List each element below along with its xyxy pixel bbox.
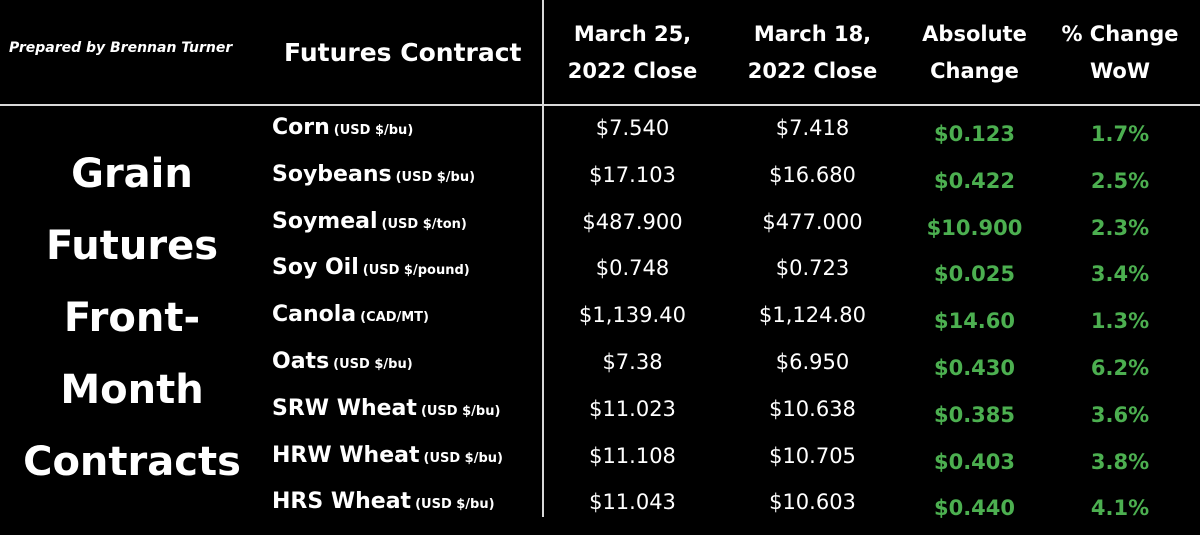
contract-name: HRW Wheat (USD $/bu) (272, 436, 503, 483)
march-25-close-value: $7.38 (602, 350, 663, 374)
contract-name: Soybeans (USD $/bu) (272, 155, 475, 202)
march-18-close-value: $10.603 (769, 490, 856, 515)
side-label-line: Contracts (23, 439, 241, 485)
header-pct-change-line1: % Change (1061, 22, 1179, 46)
absolute-change-value: $0.422 (933, 168, 1016, 193)
contract-name-text: Corn (272, 115, 330, 140)
contract-name-text: Canola (272, 302, 357, 328)
absolute-change-value: $0.430 (933, 356, 1016, 380)
contract-name-text: Soymeal (272, 208, 378, 234)
pct-change-value: 3.4% (1090, 262, 1150, 287)
absolute-change-value: $0.123 (933, 122, 1016, 146)
table-row: HRS Wheat (USD $/bu) $11.043 $10.603 $0.440 4… (0, 482, 1200, 529)
side-label-line: Month (60, 367, 204, 413)
contract-name-text: SRW Wheat (272, 395, 417, 421)
absolute-change-value: $14.60 (933, 309, 1016, 334)
contract-unit: (USD $/bu) (333, 357, 413, 372)
contract-name: Soy Oil (USD $/pound) (272, 248, 470, 295)
march-18-close-value: $0.723 (775, 256, 850, 281)
contract-unit: (USD $/bu) (415, 497, 495, 513)
absolute-change-value: $10.900 (926, 215, 1023, 240)
side-label-line: Futures (45, 223, 219, 269)
table-row: Oats (USD $/bu) $7.38 $6.950 $0.430 6.2% (0, 342, 1200, 389)
table-row: SRW Wheat (USD $/bu) $11.023 $10.638 $0.385 3… (0, 389, 1200, 436)
pct-change-value: 3.6% (1090, 402, 1150, 427)
side-label-line: Grain (71, 151, 193, 197)
header-march-25-close: March 25, 2022 Close (545, 16, 720, 90)
header-march-25-close-line2: 2022 Close (567, 59, 698, 83)
contract-name: HRS Wheat (USD $/bu) (272, 482, 495, 529)
contract-name-text: Soy Oil (272, 255, 359, 281)
header-march-18-close-line2: 2022 Close (747, 59, 878, 83)
absolute-change-value: $0.385 (933, 402, 1016, 427)
table-row: HRW Wheat (USD $/bu) $11.108 $10.705 $0.403 3… (0, 436, 1200, 483)
header-march-18-close-line1: March 18, (753, 22, 872, 46)
march-25-close-value: $1,139.40 (579, 303, 686, 328)
pct-change-value: 1.3% (1090, 309, 1150, 334)
side-label-line: Front- (63, 295, 201, 341)
table-row: Soybeans (USD $/bu) $17.103 $16.680 $0.422 2.… (0, 155, 1200, 202)
header-pct-change: % Change WoW (1060, 16, 1180, 90)
march-18-close-value: $10.638 (769, 396, 856, 421)
absolute-change-value: $0.025 (933, 262, 1016, 287)
author-credit: Prepared by Brennan Turner (9, 40, 233, 56)
contract-name: Soymeal (USD $/ton) (272, 202, 467, 249)
contract-name: Corn (USD $/bu) (272, 108, 413, 155)
absolute-change-value: $0.403 (933, 449, 1016, 474)
table-row: Corn (USD $/bu) $7.540 $7.418 $0.123 1.7% (0, 108, 1200, 155)
contract-unit: (USD $/ton) (381, 216, 467, 232)
header-divider (0, 104, 1200, 106)
contract-name-text: Oats (272, 349, 330, 374)
contract-unit: (USD $/pound) (362, 263, 470, 279)
contract-name: Canola (CAD/MT) (272, 295, 429, 342)
contract-unit: (CAD/MT) (360, 310, 429, 326)
contract-name: SRW Wheat (USD $/bu) (272, 389, 500, 436)
header-absolute-change: Absolute Change (882, 16, 1067, 90)
march-18-close-value: $10.705 (769, 443, 856, 468)
header-pct-change-line2: WoW (1089, 59, 1150, 83)
pct-change-value: 1.7% (1090, 122, 1150, 146)
march-25-close-value: $0.748 (595, 256, 670, 281)
table-row: Canola (CAD/MT) $1,139.40 $1,124.80 $14.60 1.… (0, 295, 1200, 342)
march-25-close-value: $11.023 (589, 396, 676, 421)
pct-change-value: 2.3% (1090, 215, 1150, 240)
contract-name-text: Soybeans (272, 161, 392, 187)
march-18-close-value: $7.418 (775, 116, 850, 140)
march-18-close-value: $477.000 (762, 209, 863, 234)
header-march-25-close-line1: March 25, (573, 22, 692, 46)
column-divider (542, 0, 544, 517)
contract-name-text: HRS Wheat (272, 489, 412, 515)
absolute-change-value: $0.440 (933, 496, 1016, 521)
table-row: Soy Oil (USD $/pound) $0.748 $0.723 $0.025 3.… (0, 248, 1200, 295)
contract-name-text: HRW Wheat (272, 442, 420, 468)
march-18-close-value: $6.950 (775, 350, 850, 374)
march-25-close-value: $11.043 (589, 490, 676, 515)
futures-table: Prepared by Brennan Turner Futures Contr… (0, 0, 1200, 520)
pct-change-value: 4.1% (1090, 496, 1150, 521)
march-18-close-value: $16.680 (769, 162, 856, 187)
contract-unit: (USD $/bu) (333, 123, 414, 138)
march-25-close-value: $11.108 (589, 443, 676, 468)
march-18-close-value: $1,124.80 (759, 303, 866, 328)
pct-change-value: 6.2% (1090, 356, 1150, 380)
contract-unit: (USD $/bu) (395, 169, 476, 185)
march-25-close-value: $487.900 (582, 209, 683, 234)
march-25-close-value: $7.540 (595, 116, 670, 140)
contract-unit: (USD $/bu) (420, 403, 501, 419)
header-march-18-close: March 18, 2022 Close (725, 16, 900, 90)
pct-change-value: 2.5% (1090, 168, 1150, 193)
header-futures-contract: Futures Contract (284, 38, 522, 67)
table-row: Soymeal (USD $/ton) $487.900 $477.000 $10.90… (0, 202, 1200, 249)
march-25-close-value: $17.103 (589, 162, 676, 187)
header-absolute-change-line2: Change (930, 59, 1019, 83)
pct-change-value: 3.8% (1090, 449, 1150, 474)
contract-unit: (USD $/bu) (423, 450, 503, 466)
side-label: Grain Futures Front- Month Contracts (0, 138, 264, 498)
header-absolute-change-line1: Absolute (922, 22, 1027, 46)
contract-name: Oats (USD $/bu) (272, 342, 413, 389)
